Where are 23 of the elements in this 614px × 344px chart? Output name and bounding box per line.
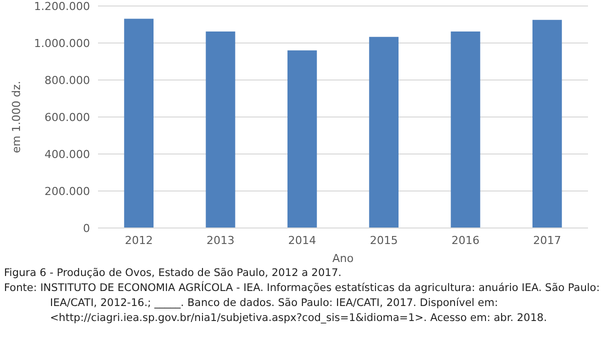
x-tick-label: 2015 [370,234,398,247]
x-tick-label: 2016 [452,234,480,247]
y-tick-label: 200.000 [44,184,90,198]
bar [369,36,399,228]
bar [450,32,480,228]
y-tick-label: 1.000.000 [34,36,90,50]
source-note: Fonte: INSTITUTO DE ECONOMIA AGRÍCOLA - IEA. Informações estatísticas da agricultura: anuário IEA. São Paulo: IEA/CATI, 2012-16.; _____. Banco de dados. São Paulo: IEA/CATI, 2017. Disponível em: <http://ciagri.iea.sp.gov.br/nia1/subjetiva.aspx?cod_sis=1&idioma=1>. Acesso em: abr. 2018. [4,281,601,326]
y-axis-title: em 1.000 dz. [10,80,23,154]
bar [206,32,236,228]
x-tick-label: 2013 [206,234,234,247]
x-tick-label: 2017 [533,234,562,247]
y-tick-label: 0 [83,222,90,235]
text: Figura 6 - Produção de Ovos, Estado de São Paulo, 2012 a 2017. [4,266,342,281]
bar [287,50,317,228]
bar [124,18,154,228]
y-tick-label: 600.000 [44,110,90,124]
y-tick-label: 1.200.000 [34,0,90,13]
x-axis-title: Ano [332,252,354,265]
x-tick-label: 2014 [288,234,316,247]
y-tick-label: 800.000 [44,74,90,87]
y-tick-label: 400.000 [44,148,90,161]
x-tick-label: 2012 [124,234,153,247]
bar [532,20,562,228]
